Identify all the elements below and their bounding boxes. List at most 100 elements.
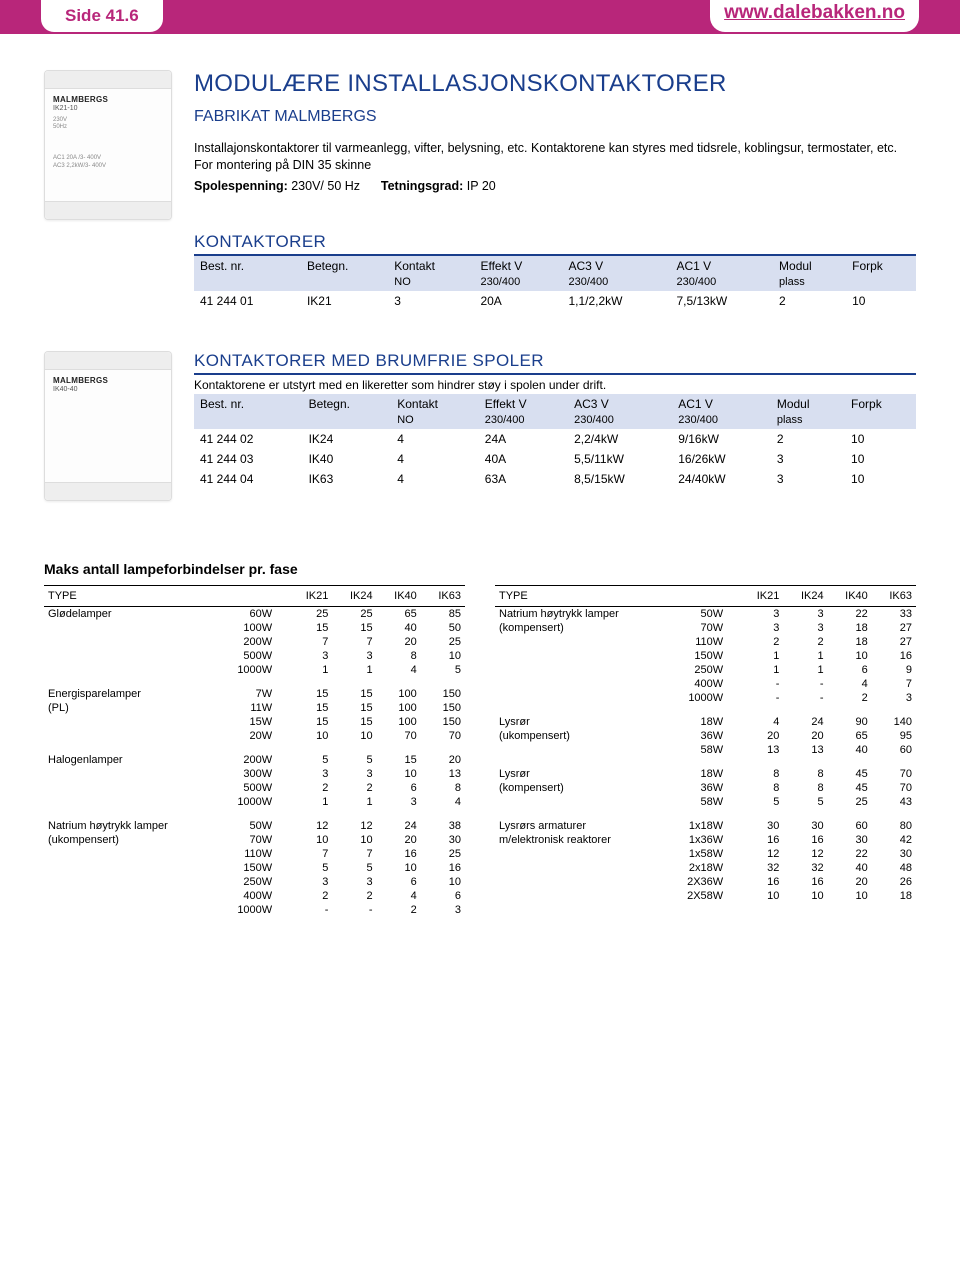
lamp-wattage: 18W (680, 767, 739, 781)
lamp-value: 22 (828, 607, 872, 621)
lamp-row: 300W331013 (44, 767, 465, 781)
lamp-value: 5 (288, 753, 332, 767)
table-cell: 20A (474, 291, 562, 311)
lamp-row: Halogenlamper200W551520 (44, 753, 465, 767)
lamp-type-label (495, 635, 680, 649)
lamp-row: 1000W--23 (44, 903, 465, 917)
lamp-row: (PL)11W1515100150 (44, 701, 465, 715)
table-cell: 40A (479, 449, 568, 469)
lamp-type-label (495, 649, 680, 663)
device-brand: MALMBERGS (53, 95, 163, 105)
lamp-col-header (229, 586, 288, 607)
lamp-value: 42 (872, 833, 916, 847)
lamp-value: - (288, 903, 332, 917)
lamp-value: 32 (739, 861, 783, 875)
lamp-value: 27 (872, 621, 916, 635)
lamp-wattage: 110W (680, 635, 739, 649)
lamp-type-label (495, 875, 680, 889)
lamp-value: 10 (421, 875, 465, 889)
lamp-value: 1 (288, 795, 332, 809)
lamp-wattage: 200W (229, 635, 288, 649)
lamp-wattage: 1000W (680, 691, 739, 705)
lamp-wattage: 2X58W (680, 889, 739, 903)
lamp-value: 13 (739, 743, 783, 757)
table-col-subheader (845, 414, 916, 429)
section-heading: KONTAKTORER (194, 232, 916, 256)
lamp-value: 13 (421, 767, 465, 781)
lamp-col-header (680, 586, 739, 607)
lamp-wattage: 200W (229, 753, 288, 767)
lamp-type-label (495, 795, 680, 809)
lamp-value: 18 (872, 889, 916, 903)
lamp-type-label (44, 649, 229, 663)
lamp-type-label (495, 889, 680, 903)
lamp-wattage: 150W (680, 649, 739, 663)
lamp-type-label (44, 861, 229, 875)
lamp-value: 5 (332, 861, 376, 875)
lamp-col-header: IK24 (783, 586, 827, 607)
table-row: 41 244 04IK63463A8,5/15kW24/40kW310 (194, 469, 916, 489)
lamp-value: 24 (377, 819, 421, 833)
lamp-value: 15 (288, 715, 332, 729)
lamp-value: 16 (739, 875, 783, 889)
lamp-value: 2 (828, 691, 872, 705)
page-body: MALMBERGS IK21-10 230V50Hz AC1 20A /3- 4… (0, 34, 960, 957)
lamp-value: 7 (288, 635, 332, 649)
lamp-value: 15 (288, 621, 332, 635)
lamp-wattage: 2x18W (680, 861, 739, 875)
lamp-value: 10 (739, 889, 783, 903)
spec-line: Spolespenning: 230V/ 50 Hz Tetningsgrad:… (194, 178, 916, 195)
lamp-value: 3 (421, 903, 465, 917)
lamp-value: 22 (828, 847, 872, 861)
product-image-2: MALMBERGS IK40-40 (44, 351, 174, 501)
lamp-type-label: Lysrør (495, 767, 680, 781)
lamp-value: 13 (783, 743, 827, 757)
lamp-value: 25 (332, 607, 376, 621)
section-note: Kontaktorene er utstyrt med en likerette… (194, 378, 916, 392)
table-cell: 24A (479, 429, 568, 449)
lamp-value: 10 (828, 889, 872, 903)
lamp-row: 150W111016 (495, 649, 916, 663)
lamp-value: 8 (783, 781, 827, 795)
lamp-value: 20 (828, 875, 872, 889)
lamp-value: 10 (332, 833, 376, 847)
lamp-wattage: 400W (680, 677, 739, 691)
lamp-row: m/elektronisk reaktorer1x36W16163042 (495, 833, 916, 847)
lamp-value: 38 (421, 819, 465, 833)
lamp-value: 10 (421, 649, 465, 663)
lamp-value: 15 (288, 687, 332, 701)
table-cell: IK63 (303, 469, 392, 489)
table-col-header: Forpk (846, 256, 916, 276)
lamp-value: 6 (828, 663, 872, 677)
lamp-wattage: 500W (229, 649, 288, 663)
table-cell: 41 244 04 (194, 469, 303, 489)
lamp-wattage: 18W (680, 715, 739, 729)
lamp-value: 150 (421, 715, 465, 729)
lamp-col-header: IK24 (332, 586, 376, 607)
table-col-header: AC1 V (672, 394, 771, 414)
table-cell: 41 244 02 (194, 429, 303, 449)
lamp-value: 100 (377, 701, 421, 715)
lamp-wattage: 20W (229, 729, 288, 743)
lamp-value: 150 (421, 701, 465, 715)
lamp-value: 2 (377, 903, 421, 917)
lamp-value: 3 (332, 875, 376, 889)
lamp-value: 2 (288, 889, 332, 903)
lamp-wattage: 70W (680, 621, 739, 635)
lamp-row: 2X36W16162026 (495, 875, 916, 889)
lamp-row: 1000W1134 (44, 795, 465, 809)
lamp-value: 5 (739, 795, 783, 809)
lamp-value: 27 (872, 635, 916, 649)
table-row: 41 244 01IK21320A1,1/2,2kW7,5/13kW210 (194, 291, 916, 311)
lamp-wattage: 250W (680, 663, 739, 677)
lamp-value: 12 (288, 819, 332, 833)
table-col-header: AC3 V (562, 256, 670, 276)
table-cell: 4 (391, 469, 479, 489)
site-url[interactable]: www.dalebakken.no (709, 0, 920, 33)
table-cell: 8,5/15kW (568, 469, 672, 489)
table-cell: 24/40kW (672, 469, 771, 489)
lamp-row: 100W15154050 (44, 621, 465, 635)
lamp-value: 10 (783, 889, 827, 903)
lamp-value: 18 (828, 621, 872, 635)
table-col-header: AC3 V (568, 394, 672, 414)
